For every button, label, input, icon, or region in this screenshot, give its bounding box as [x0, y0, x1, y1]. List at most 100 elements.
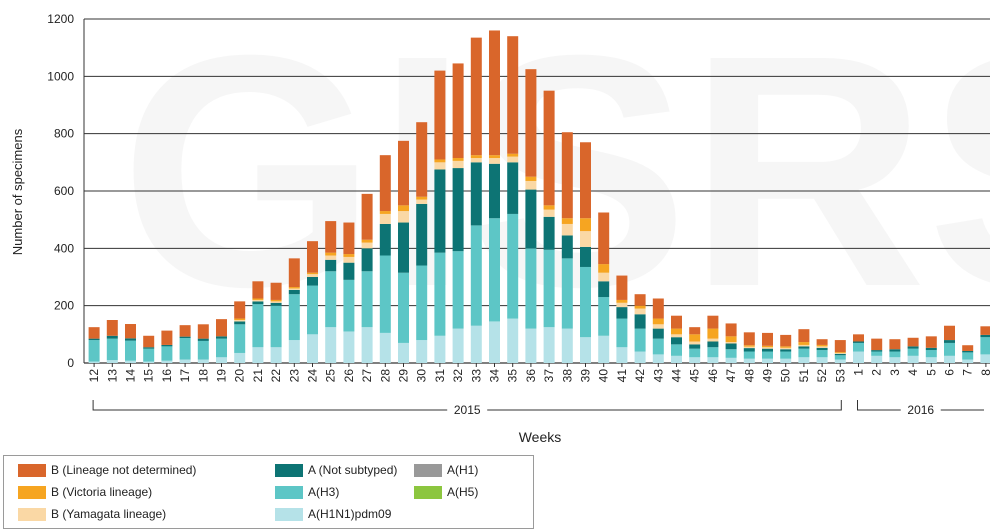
x-tick-label: 21 [251, 369, 265, 383]
bar-segment [379, 213, 391, 224]
bar-segment [288, 294, 300, 341]
year-label: 2016 [907, 403, 934, 417]
bar-segment [270, 301, 282, 303]
x-tick-label: 6 [943, 369, 957, 376]
bar-segment [125, 338, 136, 341]
bar-segment [361, 248, 373, 272]
bar-segment [543, 209, 555, 217]
bar-segment [889, 339, 901, 350]
bar-segment [343, 262, 355, 280]
bar-segment [925, 350, 937, 358]
bar-segment [88, 340, 100, 362]
bar-segment [361, 193, 373, 240]
x-tick-label: 50 [779, 369, 793, 383]
bar-segment [416, 265, 428, 341]
bar-segment [889, 357, 901, 363]
bar-segment [161, 346, 173, 361]
bar-segment [762, 345, 773, 348]
bar-segment [507, 153, 519, 157]
bar-segment [143, 361, 155, 363]
bar-segment [634, 314, 646, 329]
bar-segment [743, 351, 755, 359]
bar-segment [434, 335, 446, 363]
bar-segment [853, 342, 864, 352]
bar-segment [707, 347, 719, 358]
bar-segment [416, 122, 428, 197]
bar-segment [944, 355, 955, 363]
bar-segment [507, 36, 519, 154]
x-tick-label: 39 [579, 369, 593, 383]
legend-swatch [414, 485, 442, 499]
x-tick-label: 2 [870, 369, 884, 376]
bar-segment [616, 318, 628, 348]
bar-segment [689, 357, 701, 363]
bar-segment [743, 345, 755, 347]
x-tick-label: 46 [706, 369, 720, 383]
legend-label: A(H5) [447, 485, 479, 499]
bar-segment [288, 258, 300, 288]
x-tick-label: 47 [724, 369, 738, 383]
legend-label: A(H1) [447, 463, 479, 477]
bar-segment [398, 140, 409, 206]
bar-segment [252, 299, 264, 302]
bar-segment [216, 357, 227, 363]
bar-segment [543, 205, 555, 210]
bar-segment [980, 337, 990, 355]
bar-segment [834, 352, 846, 354]
bar-segment [125, 324, 136, 339]
x-tick-label: 49 [761, 369, 775, 383]
bar-segment [707, 357, 719, 363]
bar-segment [816, 346, 828, 348]
bar-segment [871, 350, 883, 352]
bars-layer [88, 30, 990, 363]
y-tick-label: 400 [54, 241, 74, 255]
bar-segment [762, 351, 773, 359]
bar-segment [525, 248, 537, 329]
bar-segment [944, 325, 955, 341]
bar-segment [671, 315, 682, 329]
bar-segment [434, 252, 446, 336]
bar-segment [252, 298, 264, 300]
bar-segment [252, 301, 264, 305]
bar-segment [962, 352, 974, 360]
bar-segment [416, 340, 428, 363]
bar-segment [470, 325, 482, 363]
bar-segment [671, 344, 682, 356]
bar-segment [179, 325, 191, 337]
legend-swatch [275, 485, 303, 499]
bar-segment [325, 259, 337, 272]
x-tick-label: 43 [651, 369, 665, 383]
legend-swatch [275, 507, 303, 521]
bar-segment [780, 347, 792, 350]
bar-segment [525, 189, 537, 249]
x-tick-label: 28 [378, 369, 392, 383]
bar-segment [434, 159, 446, 163]
y-tick-label: 200 [54, 299, 74, 313]
bar-segment [962, 359, 974, 363]
bar-segment [452, 328, 464, 363]
bar-segment [197, 340, 209, 360]
bar-segment [288, 287, 300, 289]
bar-segment [907, 355, 919, 363]
bar-segment [598, 335, 610, 363]
y-tick-label: 1000 [47, 69, 74, 83]
bar-segment [379, 223, 391, 256]
bar-segment [452, 160, 464, 169]
year-label: 2015 [454, 403, 481, 417]
legend-item: B (Victoria lineage) [18, 483, 152, 501]
bar-segment [470, 158, 482, 163]
legend-item: B (Yamagata lineage) [18, 505, 166, 523]
bar-segment [106, 320, 118, 336]
bar-segment [525, 176, 537, 181]
bar-segment [525, 69, 537, 177]
bar-segment [634, 328, 646, 352]
bar-segment [580, 337, 591, 363]
bar-segment [561, 258, 573, 329]
bar-segment [689, 348, 701, 358]
bar-segment [361, 327, 373, 363]
bar-segment [743, 346, 755, 349]
bar-segment [270, 282, 282, 300]
bar-segment [434, 70, 446, 160]
x-tick-label: 31 [433, 369, 447, 383]
legend-label: A(H3) [308, 485, 340, 499]
